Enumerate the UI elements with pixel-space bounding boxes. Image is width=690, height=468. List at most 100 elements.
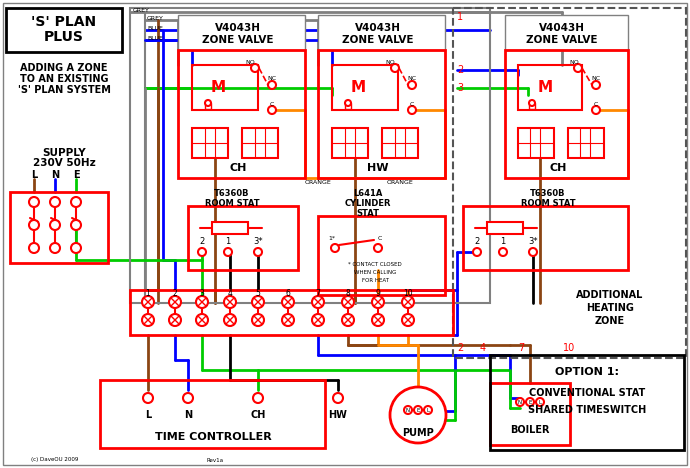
Text: ZONE: ZONE xyxy=(595,316,625,326)
Circle shape xyxy=(252,314,264,326)
Circle shape xyxy=(205,100,211,106)
Circle shape xyxy=(29,197,39,207)
Text: ADDING A ZONE: ADDING A ZONE xyxy=(20,63,108,73)
Text: 'S' PLAN SYSTEM: 'S' PLAN SYSTEM xyxy=(17,85,110,95)
Text: 1: 1 xyxy=(500,237,506,247)
Circle shape xyxy=(345,100,351,106)
Circle shape xyxy=(526,398,534,406)
Circle shape xyxy=(333,393,343,403)
Text: 6: 6 xyxy=(286,290,290,299)
Circle shape xyxy=(592,81,600,89)
Text: 230V 50Hz: 230V 50Hz xyxy=(32,158,95,168)
Circle shape xyxy=(516,398,524,406)
Circle shape xyxy=(254,248,262,256)
Text: ZONE VALVE: ZONE VALVE xyxy=(202,35,274,45)
Text: ROOM STAT: ROOM STAT xyxy=(205,198,259,207)
Circle shape xyxy=(390,387,446,443)
Text: STAT: STAT xyxy=(357,209,380,218)
Text: V4043H: V4043H xyxy=(215,23,261,33)
Circle shape xyxy=(282,296,294,308)
Circle shape xyxy=(183,393,193,403)
Text: M: M xyxy=(210,80,226,95)
Circle shape xyxy=(50,220,60,230)
Text: C: C xyxy=(410,102,414,107)
Polygon shape xyxy=(487,222,523,234)
Circle shape xyxy=(414,406,422,414)
Text: L: L xyxy=(145,410,151,420)
Circle shape xyxy=(29,243,39,253)
Circle shape xyxy=(536,398,544,406)
Circle shape xyxy=(29,220,39,230)
Circle shape xyxy=(342,296,354,308)
Circle shape xyxy=(196,314,208,326)
Text: 1: 1 xyxy=(457,12,463,22)
Circle shape xyxy=(143,393,153,403)
Circle shape xyxy=(196,296,208,308)
Polygon shape xyxy=(178,15,305,50)
Circle shape xyxy=(391,64,399,72)
Text: CONVENTIONAL STAT: CONVENTIONAL STAT xyxy=(529,388,645,398)
Text: NC: NC xyxy=(407,75,417,80)
Text: SHARED TIMESWITCH: SHARED TIMESWITCH xyxy=(528,405,646,415)
Circle shape xyxy=(372,314,384,326)
Text: C: C xyxy=(594,102,598,107)
Text: GREY: GREY xyxy=(133,7,150,13)
Circle shape xyxy=(312,296,324,308)
Text: ROOM STAT: ROOM STAT xyxy=(521,198,575,207)
Text: ZONE VALVE: ZONE VALVE xyxy=(342,35,414,45)
Text: L: L xyxy=(426,408,429,412)
Circle shape xyxy=(372,296,384,308)
Circle shape xyxy=(402,314,414,326)
Text: NC: NC xyxy=(591,75,600,80)
Circle shape xyxy=(224,296,236,308)
Text: SUPPLY: SUPPLY xyxy=(42,148,86,158)
Text: 3*: 3* xyxy=(528,237,538,247)
Text: CH: CH xyxy=(549,163,566,173)
Text: M: M xyxy=(538,80,553,95)
Text: NO: NO xyxy=(569,60,579,66)
Text: CH: CH xyxy=(229,163,247,173)
Circle shape xyxy=(71,197,81,207)
Text: 2: 2 xyxy=(172,290,177,299)
Text: V4043H: V4043H xyxy=(355,23,401,33)
Text: ORANGE: ORANGE xyxy=(386,181,413,185)
Text: T6360B: T6360B xyxy=(530,189,566,197)
Circle shape xyxy=(529,100,535,106)
Circle shape xyxy=(224,314,236,326)
Text: 10: 10 xyxy=(403,290,413,299)
Text: NO: NO xyxy=(385,60,395,66)
Circle shape xyxy=(574,64,582,72)
Text: M: M xyxy=(351,80,366,95)
Circle shape xyxy=(169,296,181,308)
Circle shape xyxy=(473,248,481,256)
Circle shape xyxy=(50,197,60,207)
Text: BLUE: BLUE xyxy=(147,25,163,30)
Text: WHEN CALLING: WHEN CALLING xyxy=(354,271,396,276)
Text: C: C xyxy=(378,235,382,241)
Polygon shape xyxy=(318,15,445,50)
Text: E: E xyxy=(72,170,79,180)
Text: NO: NO xyxy=(245,60,255,66)
Text: CYLINDER: CYLINDER xyxy=(345,198,391,207)
Circle shape xyxy=(342,314,354,326)
Text: HW: HW xyxy=(367,163,388,173)
Text: PLUS: PLUS xyxy=(44,30,84,44)
Polygon shape xyxy=(505,15,628,50)
Text: 2: 2 xyxy=(457,343,463,353)
Text: Rev1a: Rev1a xyxy=(206,458,224,462)
Text: TO AN EXISTING: TO AN EXISTING xyxy=(20,74,108,84)
Text: FOR HEAT: FOR HEAT xyxy=(362,278,388,284)
Text: 7: 7 xyxy=(315,290,320,299)
Polygon shape xyxy=(212,222,248,234)
Text: NC: NC xyxy=(268,75,277,80)
Text: 1: 1 xyxy=(226,237,230,247)
Circle shape xyxy=(252,296,264,308)
Text: ZONE VALVE: ZONE VALVE xyxy=(526,35,598,45)
Text: E: E xyxy=(529,400,532,404)
Circle shape xyxy=(402,296,414,308)
Text: 4: 4 xyxy=(228,290,233,299)
Text: 1: 1 xyxy=(146,290,150,299)
Text: 9: 9 xyxy=(375,290,380,299)
Circle shape xyxy=(251,64,259,72)
Circle shape xyxy=(71,220,81,230)
